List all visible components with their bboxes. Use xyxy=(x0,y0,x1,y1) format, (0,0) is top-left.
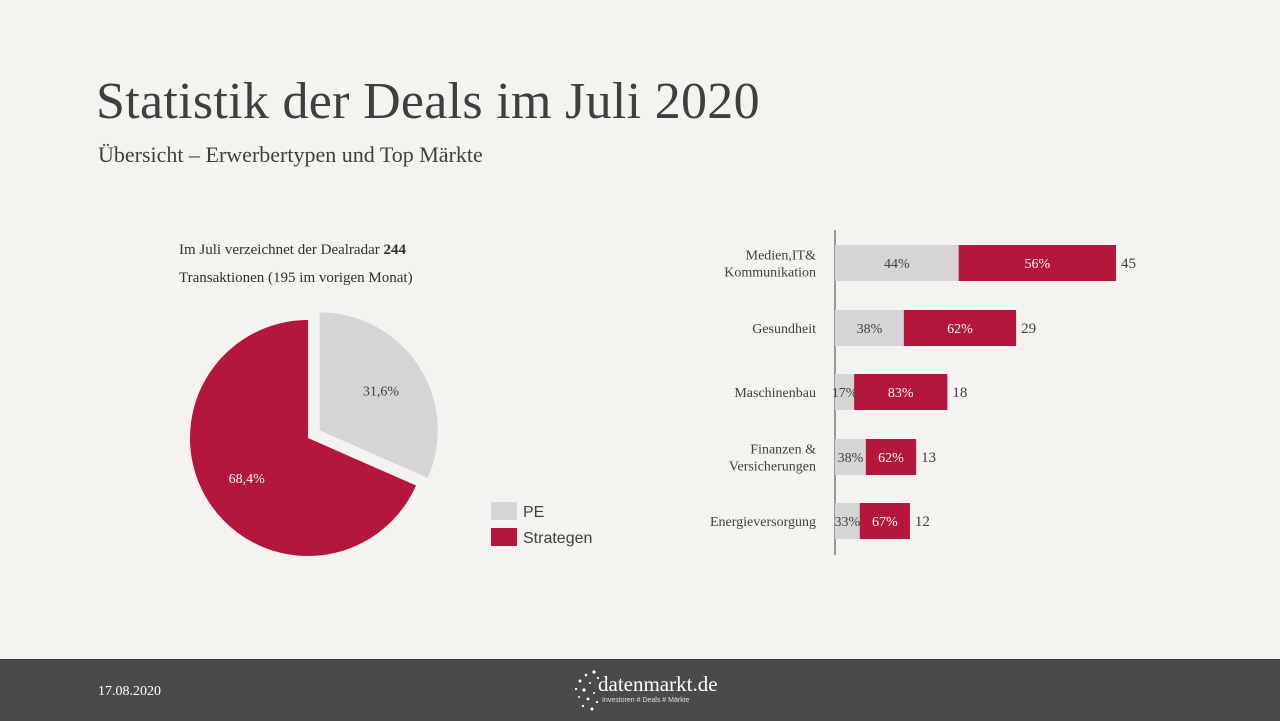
pie-label-pe: 31,6% xyxy=(363,384,400,399)
bar-strategen-label-maschinenbau: 83% xyxy=(888,386,914,401)
intro-line-1: Im Juli verzeichnet der Dealradar 244 xyxy=(179,236,509,264)
dots-logo-icon xyxy=(574,670,600,711)
bar-strategen-gesundheit xyxy=(903,310,1017,346)
category-label-medien-it-kommunikation-0: Medien,IT& xyxy=(746,249,816,264)
legend-label-strategen: Strategen xyxy=(523,530,592,547)
intro-text: Im Juli verzeichnet der Dealradar 244 Tr… xyxy=(179,236,509,292)
bar-strategen-label-finanzen-versicherungen: 62% xyxy=(878,451,904,466)
bar-strategen-maschinenbau xyxy=(854,374,948,410)
bar-pe-label-medien-it-kommunikation: 44% xyxy=(884,257,910,272)
legend-swatch-pe xyxy=(491,502,517,520)
bar-pe-label-energieversorgung: 33% xyxy=(835,515,861,530)
bar-pe-energieversorgung xyxy=(835,503,860,539)
category-label-finanzen-versicherungen-0: Finanzen & xyxy=(750,443,816,458)
bar-total-maschinenbau: 18 xyxy=(952,385,967,401)
datenmarkt-logo: datenmarkt.de Investoren # Deals # Märkt… xyxy=(572,666,722,716)
category-label-medien-it-kommunikation-1: Kommunikation xyxy=(724,266,816,281)
legend-label-pe: PE xyxy=(523,504,544,521)
bar-total-energieversorgung: 12 xyxy=(915,514,930,530)
bar-strategen-label-gesundheit: 62% xyxy=(947,322,973,337)
category-label-finanzen-versicherungen-1: Versicherungen xyxy=(729,460,816,475)
bar-total-finanzen-versicherungen: 13 xyxy=(921,450,936,466)
logo-brand-text: datenmarkt.de xyxy=(598,672,718,696)
bar-pe-medien-it-kommunikation xyxy=(835,245,959,281)
bar-strategen-label-medien-it-kommunikation: 56% xyxy=(1024,257,1050,272)
deal-count: 244 xyxy=(383,242,406,258)
logo-tagline: Investoren # Deals # Märkte xyxy=(602,697,690,704)
page-subtitle: Übersicht – Erwerbertypen und Top Märkte xyxy=(98,142,483,167)
bar-strategen-medien-it-kommunikation xyxy=(958,245,1116,281)
bar-pe-maschinenbau xyxy=(835,374,855,410)
bar-total-gesundheit: 29 xyxy=(1021,321,1036,337)
bar-pe-gesundheit xyxy=(835,310,904,346)
bar-total-medien-it-kommunikation: 45 xyxy=(1121,256,1136,272)
intro-line-2: Transaktionen (195 im vorigen Monat) xyxy=(179,270,413,286)
bar-strategen-finanzen-versicherungen xyxy=(865,439,917,475)
page-title: Statistik der Deals im Juli 2020 xyxy=(96,73,760,130)
pie-slice-pe xyxy=(319,312,438,478)
footer-date: 17.08.2020 xyxy=(98,684,161,699)
category-label-energieversorgung-0: Energieversorgung xyxy=(710,515,816,530)
category-label-maschinenbau-0: Maschinenbau xyxy=(734,386,816,401)
legend-swatch-strategen xyxy=(491,528,517,546)
bar-pe-label-maschinenbau: 17% xyxy=(832,386,858,401)
bar-strategen-label-energieversorgung: 67% xyxy=(872,515,898,530)
pie-label-strategen: 68,4% xyxy=(229,472,266,487)
category-label-gesundheit-0: Gesundheit xyxy=(752,322,816,337)
bar-strategen-energieversorgung xyxy=(859,503,910,539)
bar-pe-label-finanzen-versicherungen: 38% xyxy=(838,451,864,466)
intro-line-1-prefix: Im Juli verzeichnet der Dealradar xyxy=(179,242,380,258)
bar-pe-finanzen-versicherungen xyxy=(835,439,866,475)
footer-bar: 17.08.2020 datenmarkt.de Investoren # De… xyxy=(0,659,1280,721)
charts-canvas: 31,6% 68,4% PE Strategen 44% 56% 45 Medien,IT&K… xyxy=(190,230,1136,556)
pie-slice-strategen xyxy=(190,320,416,556)
bar-pe-label-gesundheit: 38% xyxy=(857,322,883,337)
